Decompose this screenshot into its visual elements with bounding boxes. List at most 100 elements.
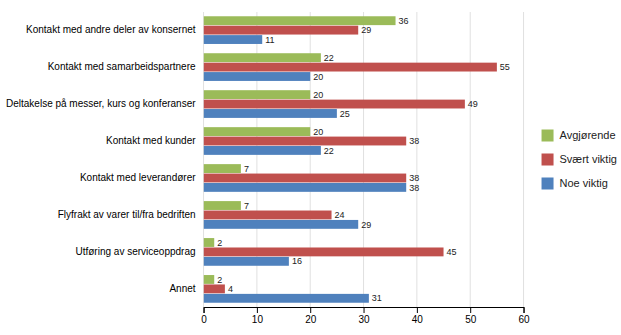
bar bbox=[204, 257, 289, 266]
data-label: 20 bbox=[313, 72, 323, 82]
x-tick-label: 50 bbox=[465, 314, 477, 325]
data-label: 20 bbox=[313, 90, 323, 100]
bar bbox=[204, 53, 321, 62]
data-label: 7 bbox=[244, 201, 249, 211]
y-tick: Kontakt med samarbeidspartnere bbox=[48, 61, 196, 72]
x-tick-mark bbox=[470, 307, 471, 313]
bar bbox=[204, 294, 369, 303]
x-axis: 0 10 20 30 40 50 60 bbox=[201, 307, 530, 325]
y-tick-label: Utføring av serviceoppdrag bbox=[75, 246, 195, 257]
bar bbox=[204, 90, 311, 99]
grid-line bbox=[523, 12, 524, 307]
data-labels: 3622202077222955493838244541120252238291… bbox=[217, 16, 510, 304]
bar bbox=[204, 164, 241, 173]
y-tick-label: Kontakt med kunder bbox=[106, 135, 196, 146]
legend-item: Svært viktig bbox=[542, 153, 617, 165]
x-tick-label: 30 bbox=[358, 314, 370, 325]
y-tick-label: Kontakt med andre deler av konsernet bbox=[26, 24, 196, 35]
y-tick: Kontakt med kunder bbox=[106, 135, 196, 146]
x-tick: 0 bbox=[201, 307, 207, 325]
data-label: 45 bbox=[447, 247, 457, 257]
legend: Avgjørende Svært viktig Noe viktig bbox=[542, 129, 617, 189]
data-label: 7 bbox=[244, 164, 249, 174]
bar bbox=[204, 238, 215, 247]
y-tick: Utføring av serviceoppdrag bbox=[75, 246, 195, 257]
bar bbox=[204, 211, 332, 220]
chart-svg: 0 10 20 30 40 50 60 Kontakt med andre deler av … bbox=[0, 0, 621, 335]
bar bbox=[204, 174, 407, 183]
bar bbox=[204, 109, 337, 118]
bar bbox=[204, 183, 407, 192]
bar bbox=[204, 127, 311, 136]
data-label: 16 bbox=[292, 256, 302, 266]
legend-label: Noe viktig bbox=[560, 177, 608, 189]
legend-label: Svært viktig bbox=[560, 153, 617, 165]
plot: 0 10 20 30 40 50 60 Kontakt med andre deler av … bbox=[6, 12, 530, 325]
bar bbox=[204, 247, 444, 256]
legend-item: Avgjørende bbox=[542, 129, 616, 141]
grid bbox=[204, 12, 524, 307]
x-tick: 30 bbox=[358, 307, 370, 325]
data-label: 29 bbox=[361, 25, 371, 35]
bar bbox=[204, 35, 263, 44]
x-tick: 10 bbox=[252, 307, 264, 325]
y-axis: Kontakt med andre deler av konsernet Kont… bbox=[6, 24, 196, 294]
x-tick-label: 40 bbox=[412, 314, 424, 325]
legend-swatch bbox=[542, 130, 554, 142]
bar bbox=[204, 275, 215, 284]
y-tick-label: Kontakt med samarbeidspartnere bbox=[48, 61, 196, 72]
bar bbox=[204, 100, 465, 109]
data-label: 38 bbox=[409, 136, 419, 146]
series bbox=[204, 26, 497, 294]
data-label: 29 bbox=[361, 220, 371, 230]
x-tick: 50 bbox=[465, 307, 477, 325]
data-label: 4 bbox=[228, 284, 233, 294]
grid-line bbox=[363, 12, 364, 307]
data-label: 22 bbox=[324, 146, 334, 156]
bar bbox=[204, 220, 359, 229]
x-tick-label: 60 bbox=[518, 314, 530, 325]
x-tick-mark bbox=[417, 307, 418, 313]
x-tick-mark bbox=[257, 307, 258, 313]
data-label: 55 bbox=[500, 62, 510, 72]
bar bbox=[204, 26, 359, 35]
data-label: 2 bbox=[217, 275, 222, 285]
data-label: 2 bbox=[217, 238, 222, 248]
x-tick-label: 0 bbox=[201, 314, 207, 325]
data-label: 22 bbox=[324, 53, 334, 63]
data-label: 20 bbox=[313, 127, 323, 137]
series bbox=[204, 16, 396, 284]
legend-swatch bbox=[542, 154, 554, 166]
x-tick-label: 10 bbox=[252, 314, 264, 325]
x-tick: 40 bbox=[412, 307, 424, 325]
bar bbox=[204, 63, 497, 72]
y-tick: Deltakelse på messer, kurs og konferanse… bbox=[6, 98, 196, 109]
bar bbox=[204, 16, 396, 25]
x-tick-label: 20 bbox=[305, 314, 317, 325]
legend-label: Avgjørende bbox=[560, 129, 616, 141]
data-label: 49 bbox=[468, 99, 478, 109]
x-tick: 20 bbox=[305, 307, 317, 325]
y-tick: Kontakt med andre deler av konsernet bbox=[26, 24, 196, 35]
data-label: 36 bbox=[399, 16, 409, 26]
y-tick-label: Kontakt med leverandører bbox=[80, 172, 196, 183]
legend-item: Noe viktig bbox=[542, 177, 608, 189]
x-axis-line bbox=[204, 308, 524, 314]
bar bbox=[204, 146, 321, 155]
y-tick: Flyfrakt av varer til/fra bedriften bbox=[58, 209, 196, 220]
data-label: 31 bbox=[372, 293, 382, 303]
y-tick-label: Flyfrakt av varer til/fra bedriften bbox=[58, 209, 196, 220]
x-tick-mark bbox=[364, 307, 365, 313]
x-tick-mark bbox=[204, 307, 205, 313]
y-tick: Kontakt med leverandører bbox=[80, 172, 196, 183]
bar bbox=[204, 201, 241, 210]
grid-line bbox=[416, 12, 417, 307]
data-label: 25 bbox=[340, 109, 350, 119]
data-label: 24 bbox=[335, 210, 345, 220]
data-label: 38 bbox=[409, 183, 419, 193]
bar bbox=[204, 137, 407, 146]
x-tick-mark bbox=[310, 307, 311, 313]
x-tick: 60 bbox=[518, 307, 530, 325]
bar bbox=[204, 284, 225, 293]
grid-line bbox=[470, 12, 471, 307]
